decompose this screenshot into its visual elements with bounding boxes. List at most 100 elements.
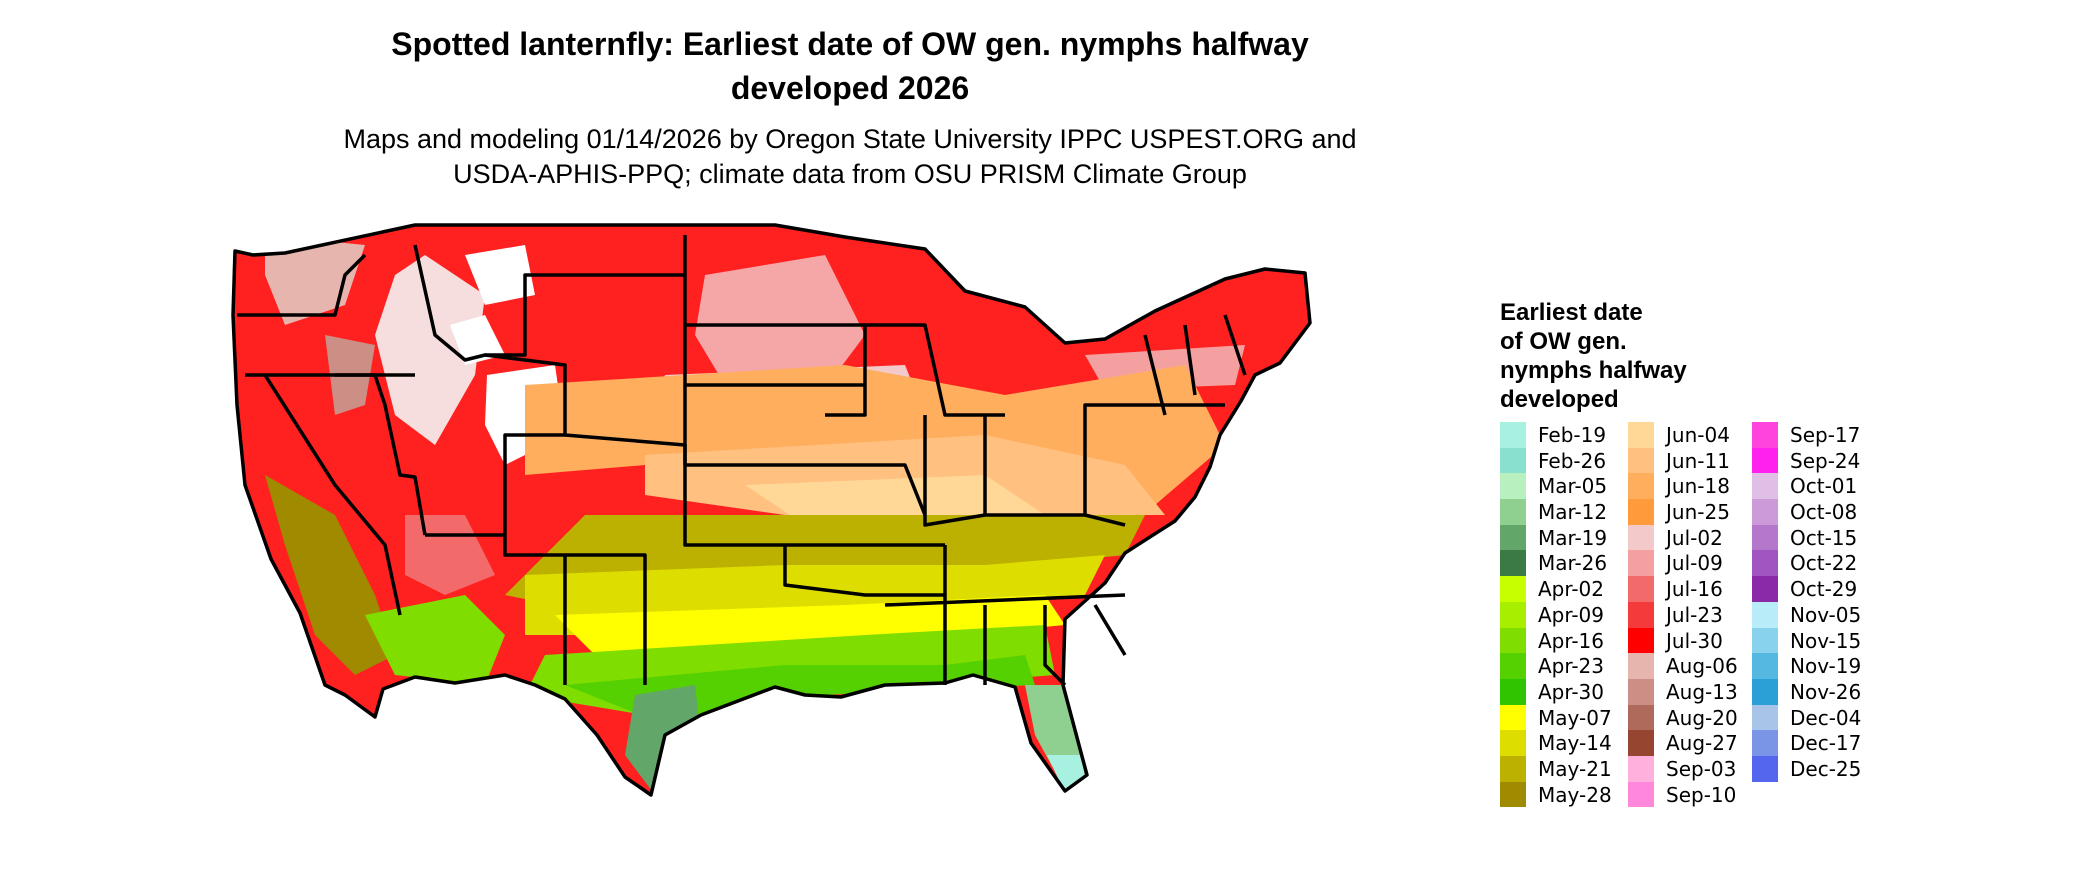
legend-label: Jul-23	[1666, 602, 1723, 627]
legend-label: May-14	[1538, 731, 1612, 756]
legend-swatch	[1628, 678, 1654, 705]
legend-swatch	[1752, 730, 1778, 756]
legend-swatch	[1500, 704, 1526, 731]
legend-label: Sep-03	[1666, 756, 1737, 781]
legend-swatch	[1628, 499, 1654, 525]
legend-swatch	[1628, 422, 1654, 448]
legend-label: Oct-22	[1790, 551, 1858, 576]
legend-swatch	[1500, 499, 1526, 525]
legend-swatch	[1500, 524, 1526, 551]
legend-label: Jul-02	[1666, 525, 1723, 550]
legend-swatch	[1500, 627, 1526, 654]
legend-swatch	[1752, 576, 1778, 602]
legend-title-line-4: developed	[1500, 386, 1619, 413]
legend-label: Mar-26	[1538, 551, 1608, 576]
legend-label: Apr-16	[1538, 628, 1604, 653]
legend-swatch	[1628, 781, 1654, 808]
legend-label: Jul-30	[1666, 628, 1723, 653]
state-boundaries	[231, 223, 1312, 797]
legend-title-line-1: Earliest date	[1500, 299, 1643, 326]
legend-swatch	[1500, 550, 1526, 577]
legend-swatch	[1628, 447, 1654, 474]
legend-label: Dec-04	[1790, 705, 1862, 730]
map-subtitle: Maps and modeling 01/14/2026 by Oregon S…	[300, 122, 1400, 192]
legend-label: Mar-19	[1538, 525, 1608, 550]
legend-swatch	[1500, 755, 1526, 782]
legend-label: Feb-26	[1538, 448, 1607, 473]
legend-swatch	[1500, 422, 1526, 448]
map-subtitle-line-2: USDA-APHIS-PPQ; climate data from OSU PR…	[453, 159, 1247, 189]
legend-label: Sep-17	[1790, 423, 1861, 447]
legend-swatch	[1500, 601, 1526, 628]
legend-label: Oct-29	[1790, 577, 1858, 602]
legend-label: Dec-25	[1790, 756, 1862, 781]
legend-label: Jul-09	[1666, 551, 1723, 576]
legend-label: Sep-24	[1790, 448, 1861, 473]
legend-label: Nov-26	[1790, 679, 1862, 704]
legend-label: Jun-11	[1666, 448, 1730, 473]
legend-swatch	[1628, 704, 1654, 731]
legend-swatch	[1752, 447, 1778, 474]
legend-label: Nov-19	[1790, 654, 1862, 679]
legend-swatch	[1752, 550, 1778, 577]
legend-swatch	[1500, 730, 1526, 756]
legend-label: Apr-30	[1538, 679, 1604, 704]
legend-swatch	[1628, 755, 1654, 782]
legend-swatch	[1752, 601, 1778, 628]
legend-label: Mar-05	[1538, 474, 1608, 499]
legend-swatch	[1752, 473, 1778, 500]
legend-label: Nov-05	[1790, 602, 1862, 627]
legend-label: Nov-15	[1790, 628, 1862, 653]
map-title-line-2: developed 2026	[730, 70, 970, 106]
legend-swatch	[1752, 755, 1778, 782]
legend-label: Dec-17	[1790, 731, 1862, 756]
legend-label: Oct-01	[1790, 474, 1858, 499]
legend-title-line-2: of OW gen.	[1500, 328, 1627, 355]
legend-swatch	[1752, 627, 1778, 654]
legend-swatch	[1752, 704, 1778, 731]
legend-swatch	[1500, 447, 1526, 474]
legend-swatch	[1628, 550, 1654, 577]
legend-label: Aug-27	[1666, 731, 1738, 756]
legend-swatch	[1628, 576, 1654, 602]
legend-label: Jul-16	[1666, 577, 1723, 602]
legend-label: Aug-13	[1666, 679, 1738, 704]
legend-label: Jun-04	[1666, 423, 1730, 447]
legend-label: May-28	[1538, 782, 1612, 807]
legend-swatch	[1752, 653, 1778, 679]
legend-label: Aug-06	[1666, 654, 1738, 679]
map-subtitle-line-1: Maps and modeling 01/14/2026 by Oregon S…	[343, 124, 1357, 154]
legend-label: Jun-25	[1666, 500, 1730, 525]
map-title: Spotted lanternfly: Earliest date of OW …	[330, 22, 1370, 110]
legend-swatch	[1500, 473, 1526, 500]
legend-title-line-3: nymphs halfway	[1500, 357, 1687, 384]
legend-swatch	[1500, 678, 1526, 705]
legend-swatch	[1628, 601, 1654, 628]
legend-swatch	[1628, 653, 1654, 679]
legend-label: Aug-20	[1666, 705, 1738, 730]
legend-swatch	[1628, 473, 1654, 500]
legend-label: Apr-09	[1538, 602, 1604, 627]
legend-label: Apr-02	[1538, 577, 1604, 602]
legend-swatch	[1752, 499, 1778, 525]
legend-swatch	[1752, 422, 1778, 448]
legend-swatch	[1500, 576, 1526, 602]
legend-swatch	[1752, 678, 1778, 705]
legend-swatch	[1628, 524, 1654, 551]
legend-label: Mar-12	[1538, 500, 1608, 525]
legend-label: May-21	[1538, 756, 1612, 781]
legend-swatch	[1752, 524, 1778, 551]
legend-label: Oct-15	[1790, 525, 1858, 550]
legend-swatch	[1628, 730, 1654, 756]
legend-title: Earliest date of OW gen. nymphs halfway …	[1500, 298, 1740, 414]
conus-phenology-map	[231, 223, 1312, 797]
legend-label: Oct-08	[1790, 500, 1858, 525]
legend-label: May-07	[1538, 705, 1612, 730]
legend-label: Apr-23	[1538, 654, 1604, 679]
legend-label: Sep-10	[1666, 782, 1737, 807]
legend-swatch	[1500, 781, 1526, 808]
map-title-line-1: Spotted lanternfly: Earliest date of OW …	[391, 26, 1309, 62]
legend-label: Jun-18	[1666, 474, 1730, 499]
legend-swatch	[1500, 653, 1526, 679]
legend-label: Feb-19	[1538, 423, 1607, 447]
